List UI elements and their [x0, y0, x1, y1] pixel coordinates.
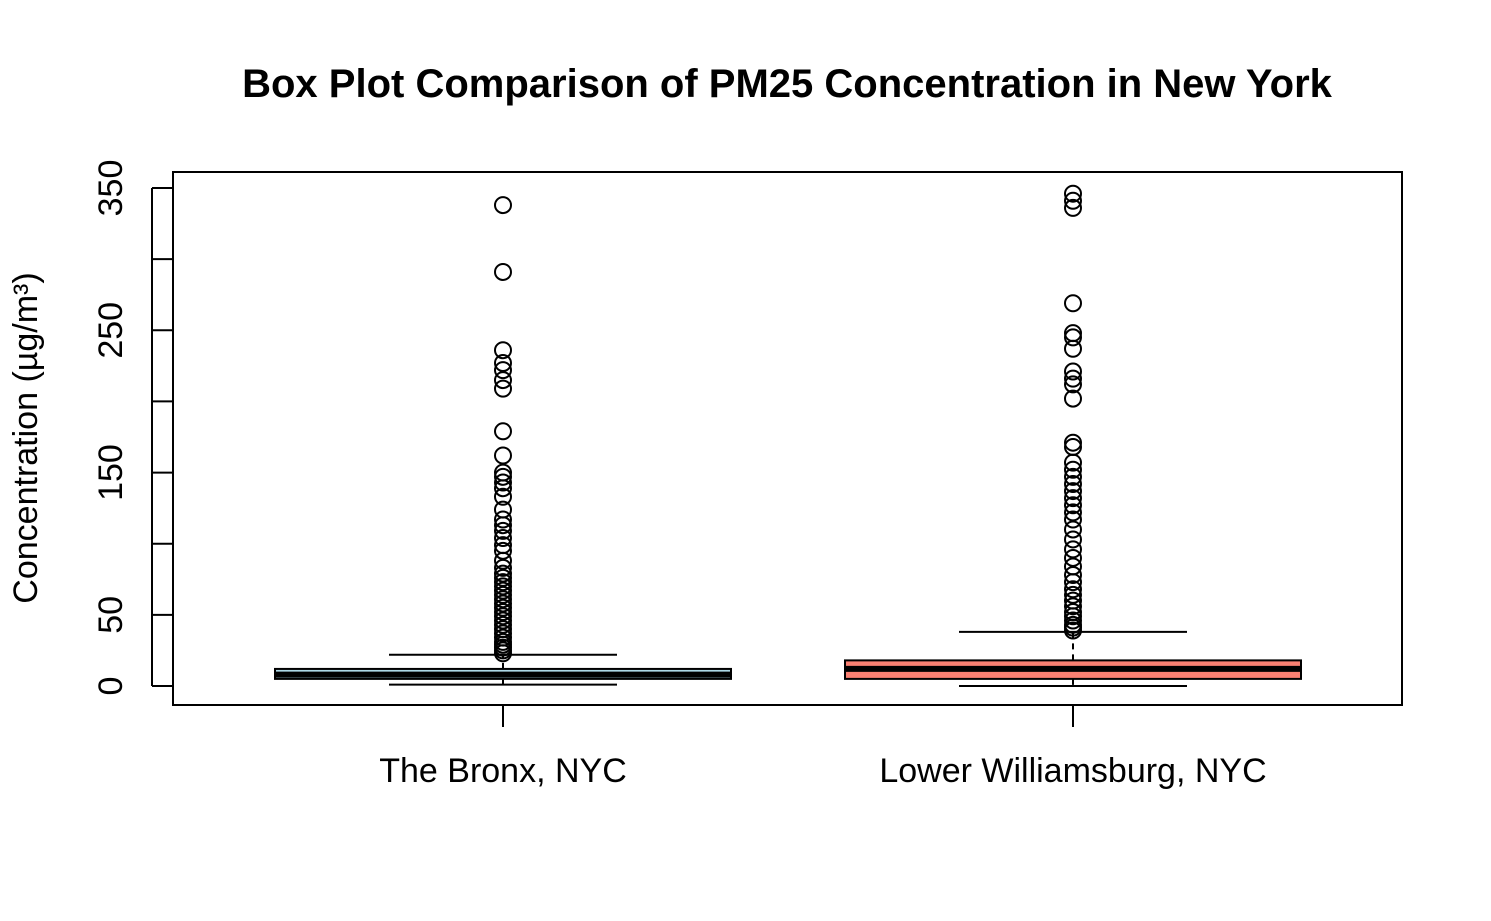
outlier-point [1064, 198, 1082, 217]
x-axis: The Bronx, NYC Lower Williamsburg, NYC [379, 705, 1267, 790]
outlier-point [1064, 482, 1082, 501]
outlier-point [1064, 621, 1082, 640]
plot-frame [172, 171, 1403, 706]
outlier-point [494, 371, 512, 390]
outlier-point [494, 594, 512, 613]
outlier-point [494, 379, 512, 398]
outlier-point [1064, 496, 1082, 515]
y-tick-label: 0 [92, 677, 130, 696]
outlier-point [494, 590, 512, 609]
outlier-point [494, 510, 512, 529]
outlier-point [1064, 375, 1082, 394]
y-axis-label: Concentration (µg/m³) [7, 272, 45, 603]
outlier-point [1064, 548, 1082, 567]
outlier-point [1064, 453, 1082, 472]
y-tick-label: 150 [92, 444, 130, 501]
outlier-point [1064, 389, 1082, 408]
outlier-point [494, 354, 512, 373]
y-tick-label: 50 [92, 596, 130, 634]
y-tick-label: 250 [92, 302, 130, 359]
outlier-point [494, 422, 512, 441]
outlier-point [494, 564, 512, 583]
outlier-point [494, 577, 512, 596]
outlier-point [494, 644, 512, 663]
outlier-point [494, 624, 512, 643]
y-tick-label: 350 [92, 160, 130, 217]
outlier-point [1064, 191, 1082, 210]
outlier-point [1064, 585, 1082, 604]
outlier-point [1064, 294, 1082, 313]
outlier-point [1064, 503, 1082, 522]
outlier-point [494, 521, 512, 540]
outlier-point [494, 603, 512, 622]
outlier-point [494, 585, 512, 604]
outlier-point [494, 361, 512, 380]
outlier-point [1064, 607, 1082, 626]
outlier-point [1064, 540, 1082, 559]
outlier-point [494, 551, 512, 570]
outlier-point [1064, 184, 1082, 203]
outlier-point [494, 615, 512, 634]
outlier-point [494, 611, 512, 630]
outlier-point [1064, 362, 1082, 381]
outlier-point [494, 262, 512, 281]
outlier-point [1064, 369, 1082, 388]
outlier-point [1064, 597, 1082, 616]
outlier-point [1064, 433, 1082, 452]
outlier-point [1064, 489, 1082, 508]
outlier-point [494, 598, 512, 617]
y-axis: 0 50 150 250 350 [92, 160, 173, 696]
outlier-point [1064, 580, 1082, 599]
outlier-point [494, 196, 512, 215]
outlier-point [494, 568, 512, 587]
outlier-point [1064, 566, 1082, 585]
boxes-layer [274, 630, 1302, 687]
x-tick-label: The Bronx, NYC [379, 752, 627, 790]
outlier-point [494, 607, 512, 626]
chart-title: Box Plot Comparison of PM25 Concentratio… [242, 62, 1332, 106]
outlier-point [494, 446, 512, 465]
outlier-point [1064, 611, 1082, 630]
outlier-point [494, 573, 512, 592]
outlier-point [1064, 520, 1082, 539]
outlier-point [494, 341, 512, 360]
outlier-point [1064, 460, 1082, 479]
outlier-point [1064, 573, 1082, 592]
outlier-point [494, 581, 512, 600]
outlier-point [494, 473, 512, 492]
outlier-point [1064, 530, 1082, 549]
outlier-point [494, 479, 512, 498]
outlier-point [494, 467, 512, 486]
outliers-layer [494, 184, 1082, 663]
outlier-point [494, 516, 512, 535]
outlier-point [494, 487, 512, 506]
outlier-point [494, 541, 512, 560]
outlier-point [494, 558, 512, 577]
outlier-point [494, 529, 512, 548]
box-1 [844, 630, 1302, 687]
x-tick-label: Lower Williamsburg, NYC [879, 752, 1266, 790]
outlier-point [1064, 474, 1082, 493]
outlier-point [1064, 328, 1082, 347]
outlier-point [1064, 339, 1082, 358]
outlier-point [1064, 510, 1082, 529]
outlier-point [1064, 467, 1082, 486]
